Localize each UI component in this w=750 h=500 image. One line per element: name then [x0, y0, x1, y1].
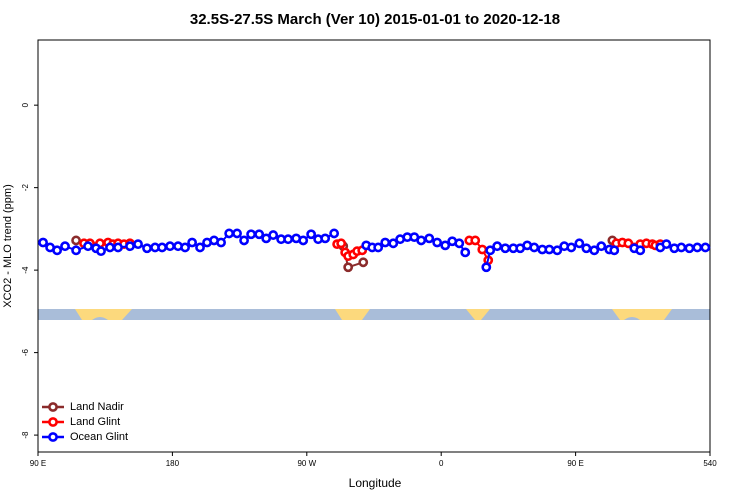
point [165, 241, 175, 252]
y-tick-label: -8 [21, 431, 30, 439]
legend-label: Ocean Glint [70, 431, 128, 443]
point [38, 237, 48, 248]
point [320, 233, 331, 244]
point [268, 230, 279, 240]
legend-marker [48, 417, 58, 427]
legend-label: Land Nadir [70, 401, 124, 413]
point [574, 238, 585, 249]
legend-marker [48, 402, 58, 412]
y-tick-label: -2 [21, 184, 30, 192]
point [306, 229, 317, 240]
point [454, 238, 465, 249]
point [298, 235, 309, 246]
point [133, 239, 143, 250]
point [60, 241, 70, 252]
point [500, 243, 511, 254]
point [388, 238, 399, 249]
point [623, 238, 634, 249]
point [180, 242, 190, 253]
x-tick-label: 90 E [567, 459, 583, 468]
point [684, 243, 695, 254]
point [380, 237, 391, 248]
map-stripe [38, 309, 710, 320]
point [142, 243, 152, 254]
point [529, 242, 540, 253]
point [239, 235, 249, 246]
legend-label: Land Glint [70, 416, 120, 428]
legend: Land Nadir Land Glint Ocean Glint [42, 401, 128, 443]
point [71, 235, 81, 246]
point [71, 245, 81, 256]
y-tick-label: -6 [21, 349, 30, 357]
point [485, 245, 496, 256]
chart-title: 32.5S-27.5S March (Ver 10) 2015-01-01 to… [190, 11, 560, 28]
point [460, 247, 471, 258]
point [609, 245, 620, 256]
point [232, 228, 242, 239]
point [432, 237, 443, 248]
point [635, 245, 646, 256]
point [157, 242, 167, 253]
point [424, 233, 435, 244]
point [336, 238, 347, 249]
x-tick-label: 540 [703, 459, 717, 468]
point [440, 240, 451, 251]
point [692, 242, 703, 253]
point [187, 237, 198, 248]
point [581, 243, 592, 254]
point [246, 229, 256, 240]
x-tick-label: 0 [439, 459, 444, 468]
point [343, 262, 354, 273]
x-tick-label: 180 [166, 459, 180, 468]
point [52, 245, 63, 256]
point [596, 241, 607, 252]
point [283, 234, 294, 245]
point [477, 244, 488, 255]
x-tick-label: 90 W [297, 459, 316, 468]
point [676, 242, 687, 253]
point [416, 235, 427, 246]
point [254, 229, 265, 240]
point [329, 228, 340, 239]
point [566, 242, 577, 253]
point [195, 242, 205, 253]
point [552, 245, 563, 256]
point [492, 241, 503, 252]
y-tick-label: 0 [21, 102, 30, 107]
point [481, 262, 492, 273]
point [105, 242, 115, 253]
point [700, 242, 711, 253]
point [96, 246, 106, 257]
point [470, 235, 481, 246]
point [113, 242, 123, 253]
y-axis-label: XCO2 - MLO trend (ppm) [2, 184, 14, 307]
point [589, 245, 600, 256]
point [125, 241, 135, 252]
point [83, 241, 93, 252]
x-tick-label: 90 E [30, 459, 46, 468]
point [224, 228, 235, 239]
point [216, 237, 226, 248]
x-axis-label: Longitude [349, 476, 402, 490]
point [544, 244, 555, 255]
point [358, 257, 369, 268]
point [373, 242, 384, 253]
point [661, 239, 672, 250]
legend-marker [48, 432, 58, 442]
y-tick-label: -4 [21, 266, 30, 274]
